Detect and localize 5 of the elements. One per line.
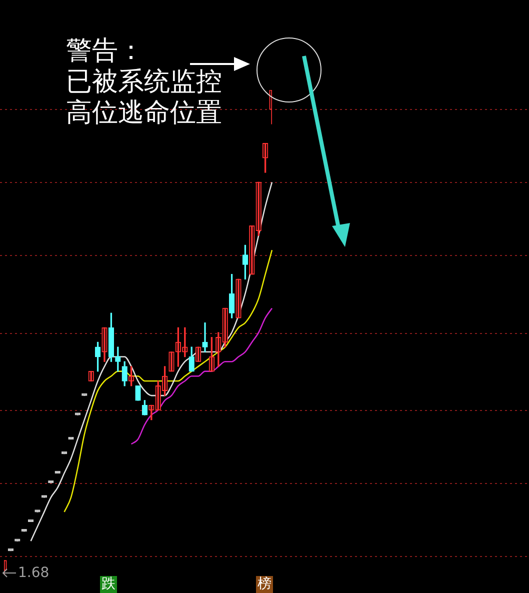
text: 榜: [256, 576, 273, 593]
text: 警告：: [66, 36, 144, 67]
annotation: 1.68: [18, 565, 50, 581]
annotation: 已被系统监控高位逃命位置: [66, 67, 223, 129]
text: 跌: [100, 576, 117, 593]
